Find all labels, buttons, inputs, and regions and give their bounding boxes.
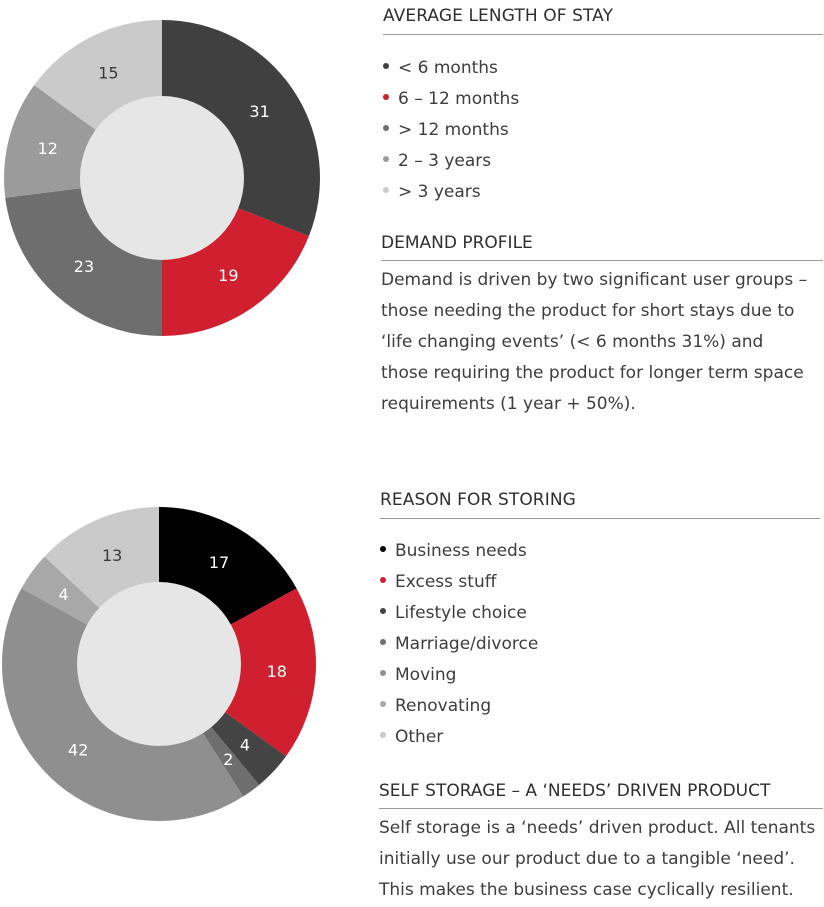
storing-reason-slice-label-5: 4 bbox=[58, 585, 68, 604]
self-storage-heading: SELF STORAGE – A ‘NEEDS’ DRIVEN PRODUCT bbox=[379, 781, 823, 809]
stay-length-legend-label: 2 – 3 years bbox=[398, 151, 492, 171]
stay-length-legend-label: > 3 years bbox=[398, 182, 481, 202]
stay-length-legend-label: 6 – 12 months bbox=[398, 89, 520, 109]
storing-reason-legend-swatch bbox=[380, 577, 386, 583]
storing-reason-title: REASON FOR STORING bbox=[380, 490, 820, 519]
storing-reason-legend-swatch bbox=[380, 608, 386, 614]
storing-reason-legend-label: Other bbox=[395, 727, 444, 747]
stay-length-panel: AVERAGE LENGTH OF STAY < 6 months 6 – 12 … bbox=[383, 6, 823, 208]
stay-length-title: AVERAGE LENGTH OF STAY bbox=[383, 6, 823, 35]
storing-reason-slice-label-3: 2 bbox=[223, 750, 233, 769]
stay-length-legend-swatch bbox=[383, 187, 389, 193]
stay-length-slice-label-3: 12 bbox=[38, 139, 58, 158]
stay-length-legend-swatch bbox=[383, 63, 389, 69]
demand-profile-line: those needing the product for short stay… bbox=[381, 301, 795, 321]
storing-reason-slice-label-1: 18 bbox=[267, 662, 287, 681]
stay-length-slice-label-1: 19 bbox=[218, 266, 238, 285]
storing-reason-slice-label-4: 42 bbox=[68, 741, 88, 760]
demand-profile-line: those requiring the product for longer t… bbox=[381, 363, 804, 383]
demand-profile-line: ‘life changing events’ (< 6 months 31%) … bbox=[381, 332, 764, 352]
storing-reason-slice-label-2: 4 bbox=[240, 735, 250, 754]
self-storage-line: Self storage is a ‘needs’ driven product… bbox=[379, 818, 816, 838]
storing-reason-center-hole bbox=[77, 582, 241, 746]
storing-reason-legend-item: Renovating bbox=[380, 691, 820, 722]
storing-reason-legend-label: Marriage/divorce bbox=[395, 634, 539, 654]
storing-reason-legend-item: Other bbox=[380, 722, 820, 753]
stay-length-legend-swatch bbox=[383, 94, 389, 100]
stay-length-center-hole bbox=[80, 96, 244, 260]
storing-reason-legend-item: Business needs bbox=[380, 536, 820, 567]
storing-reason-legend-label: Lifestyle choice bbox=[395, 603, 527, 623]
demand-profile-heading: DEMAND PROFILE bbox=[381, 233, 823, 261]
storing-reason-legend-item: Excess stuff bbox=[380, 567, 820, 598]
storing-reason-legend-swatch bbox=[380, 701, 386, 707]
storing-reason-legend-label: Moving bbox=[395, 665, 457, 685]
demand-profile-line: requirements (1 year + 50%). bbox=[381, 394, 636, 414]
stay-length-legend-item: 2 – 3 years bbox=[383, 146, 823, 177]
stay-length-legend-item: > 3 years bbox=[383, 177, 823, 208]
storing-reason-legend-item: Marriage/divorce bbox=[380, 629, 820, 660]
stay-length-slice-label-4: 15 bbox=[98, 63, 118, 82]
storing-reason-slice-label-6: 13 bbox=[102, 546, 122, 565]
storing-reason-legend-label: Renovating bbox=[395, 696, 492, 716]
self-storage-line: initially use our product due to a tangi… bbox=[379, 849, 795, 869]
stay-length-legend-item: < 6 months bbox=[383, 53, 823, 84]
stay-length-legend-swatch bbox=[383, 156, 389, 162]
demand-profile-line: Demand is driven by two significant user… bbox=[381, 270, 808, 290]
stay-length-legend: < 6 months 6 – 12 months > 12 months 2 – 3 … bbox=[383, 53, 823, 208]
stay-length-slice-label-0: 31 bbox=[249, 102, 269, 121]
stay-length-donut-chart: 31 19 23 12 15 bbox=[4, 20, 321, 336]
stay-length-legend-label: > 12 months bbox=[398, 120, 509, 140]
stay-length-legend-item: > 12 months bbox=[383, 115, 823, 146]
storing-reason-legend-label: Excess stuff bbox=[395, 572, 497, 592]
stay-length-slice-label-2: 23 bbox=[74, 257, 94, 276]
demand-profile-text: Demand is driven by two significant user… bbox=[381, 265, 823, 420]
self-storage-text: Self storage is a ‘needs’ driven product… bbox=[379, 813, 823, 906]
storing-reason-legend-swatch bbox=[380, 732, 386, 738]
stay-length-legend-item: 6 – 12 months bbox=[383, 84, 823, 115]
self-storage-line: This makes the business case cyclically … bbox=[379, 880, 794, 900]
storing-reason-legend-item: Moving bbox=[380, 660, 820, 691]
stay-length-legend-label: < 6 months bbox=[398, 58, 498, 78]
storing-reason-legend-label: Business needs bbox=[395, 541, 527, 561]
storing-reason-legend-swatch bbox=[380, 546, 386, 552]
storing-reason-legend-swatch bbox=[380, 670, 386, 676]
stay-length-legend-swatch bbox=[383, 125, 389, 131]
self-storage-section: SELF STORAGE – A ‘NEEDS’ DRIVEN PRODUCT … bbox=[379, 781, 823, 906]
demand-profile-section: DEMAND PROFILE Demand is driven by two s… bbox=[381, 233, 823, 420]
storing-reason-legend: Business needs Excess stuff Lifestyle choi… bbox=[380, 536, 820, 753]
storing-reason-legend-swatch bbox=[380, 639, 386, 645]
storing-reason-slice-label-0: 17 bbox=[209, 553, 229, 572]
storing-reason-legend-item: Lifestyle choice bbox=[380, 598, 820, 629]
storing-reason-panel: REASON FOR STORING Business needs Excess … bbox=[380, 490, 820, 753]
